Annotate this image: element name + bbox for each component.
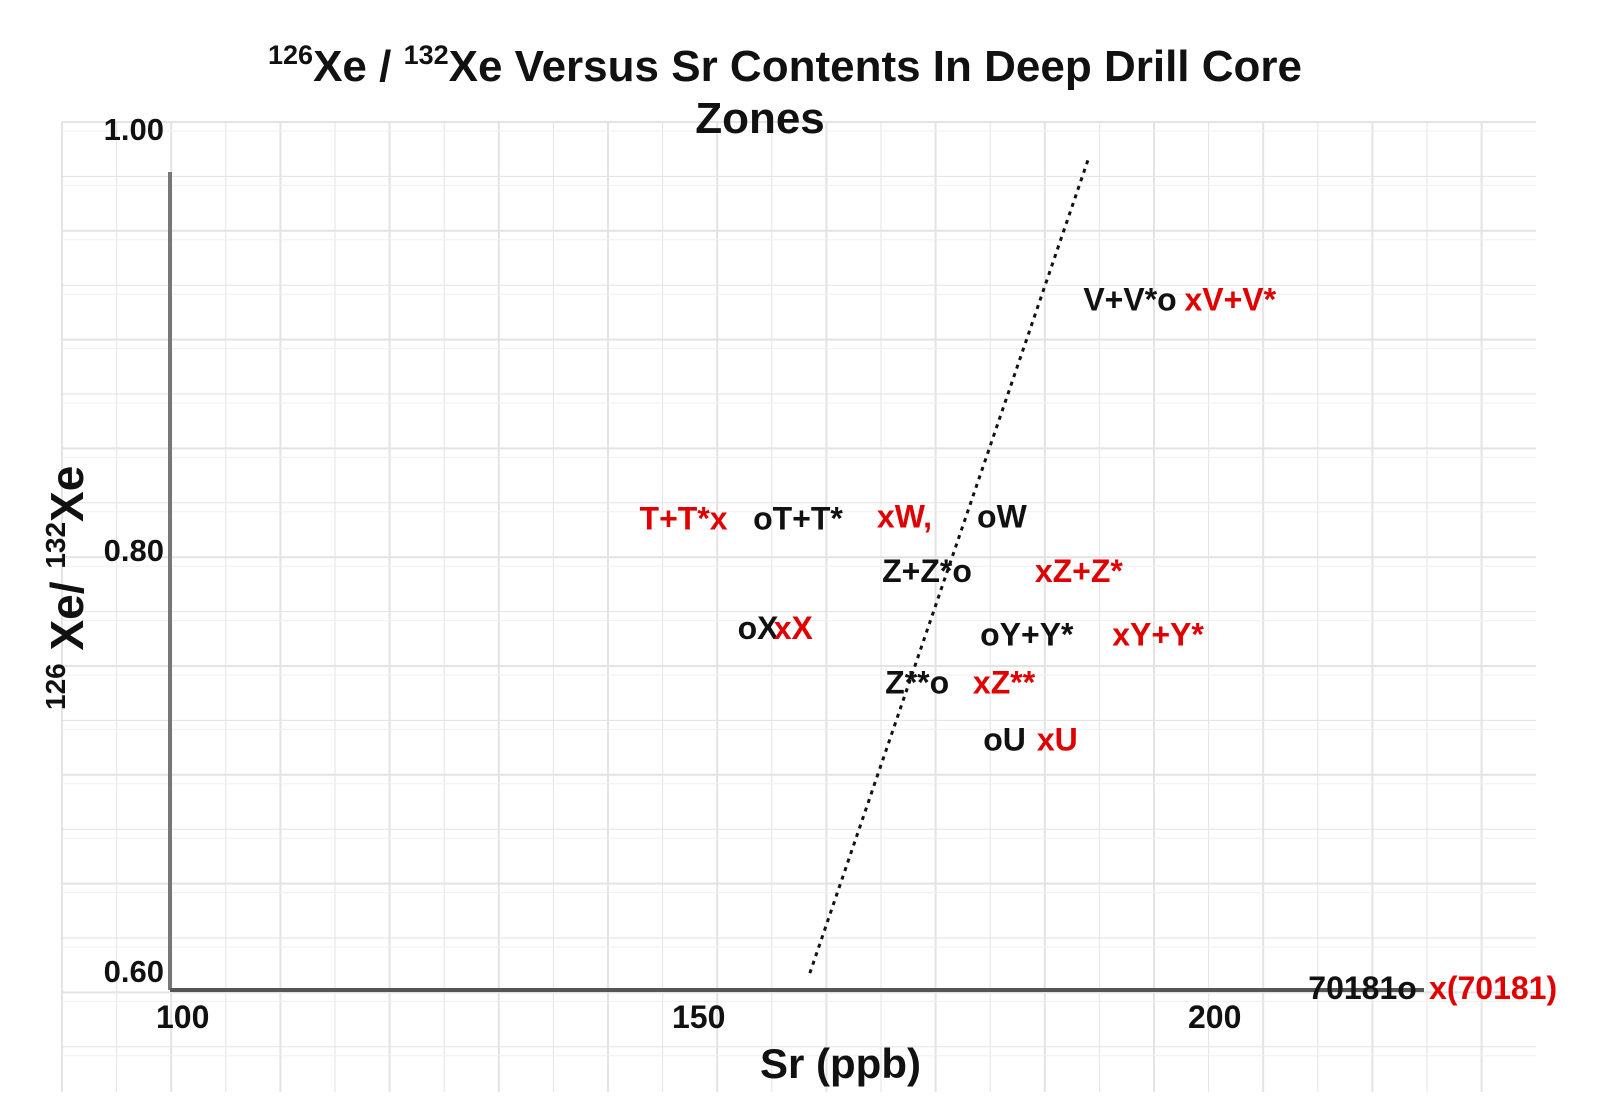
ylabel-sup-132: 132	[40, 521, 71, 569]
tick-labels: 100 150 200 0.60 0.80 1.00	[104, 112, 1242, 1035]
axes	[168, 172, 1424, 992]
data-point-label: oY+Y*	[980, 616, 1074, 652]
title-sup-126: 126	[268, 40, 314, 70]
data-point-label: Z+Z*o	[882, 553, 972, 589]
ylabel-sup-126: 126	[40, 663, 71, 710]
data-point-label: oT+T*	[753, 500, 843, 536]
x-tick-label: 100	[156, 999, 209, 1035]
data-point-label: xX	[774, 610, 814, 646]
data-point-label: Z**o	[885, 665, 949, 701]
data-point-label: xU	[1037, 722, 1078, 758]
x-tick-label: 200	[1188, 999, 1241, 1035]
chart-title: 126Xe / 132Xe Versus Sr Contents In Deep…	[140, 24, 1430, 98]
y-tick-label: 0.60	[104, 954, 164, 989]
title-part-a: Xe /	[313, 42, 404, 91]
data-point-label: xZ**	[973, 665, 1036, 701]
y-tick-label: 1.00	[104, 112, 164, 147]
x-tick-label: 150	[672, 999, 725, 1035]
data-point-label: oX	[738, 610, 780, 646]
grid	[61, 121, 1536, 1092]
title-sup-132: 132	[403, 40, 449, 70]
y-axis-label: 126 Xe/ 132Xe	[40, 466, 94, 710]
ylabel-part-a: Xe/	[41, 568, 93, 664]
y-tick-label: 0.80	[104, 533, 164, 568]
data-point-label: xV+V*	[1184, 282, 1276, 318]
x-axis-label: Sr (ppb)	[760, 1040, 921, 1087]
data-point-label: xW,	[877, 498, 932, 534]
chart-title-line2: Zones	[695, 94, 825, 143]
data-point-label: T+T*x	[640, 500, 728, 536]
ylabel-part-b: Xe	[41, 465, 93, 522]
data-point-label: 70181o	[1308, 970, 1417, 1006]
data-point-label: oW	[977, 498, 1028, 534]
data-point-label: V+V*o	[1083, 282, 1176, 318]
data-point-label: oU	[983, 722, 1026, 758]
title-part-b: Xe Versus Sr Contents In Deep Drill Core	[448, 42, 1302, 91]
data-point-label: xZ+Z*	[1035, 553, 1124, 589]
data-point-label: x(70181)	[1429, 970, 1557, 1006]
data-point-label: xY+Y*	[1112, 616, 1204, 652]
